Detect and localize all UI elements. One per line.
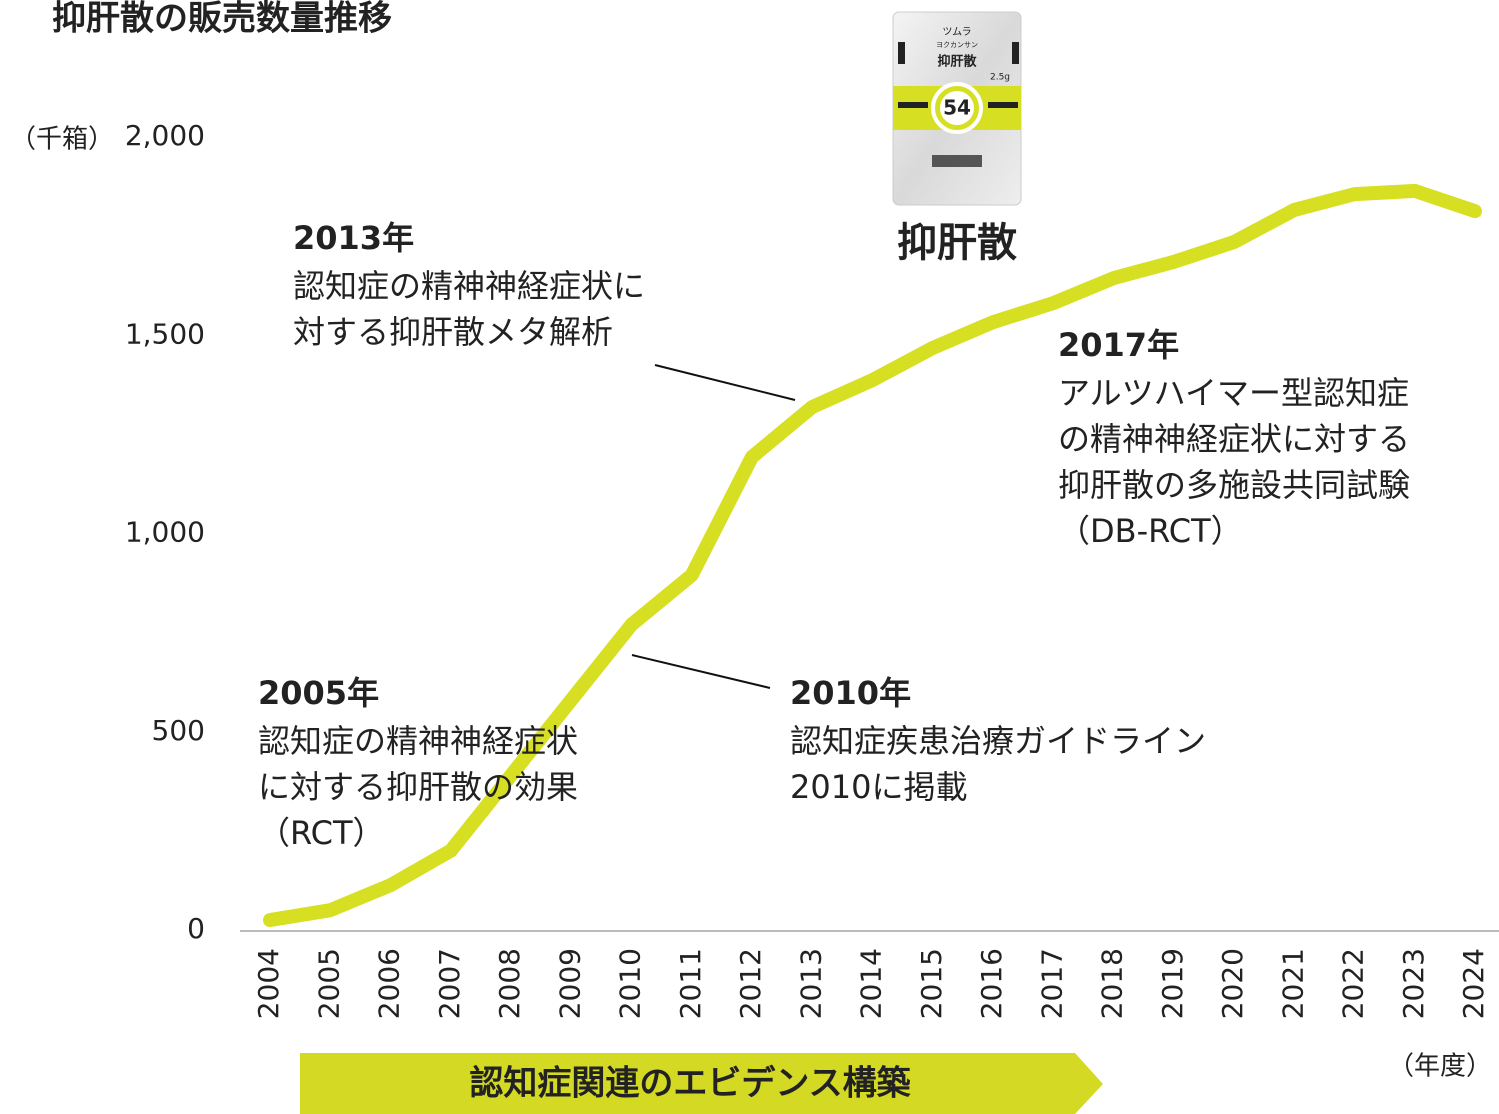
chart-title: 抑肝散の販売数量推移 [52,0,392,39]
y-tick-label: 0 [187,912,205,945]
leader-line [654,364,796,401]
annotation-text: （DB-RCT） [1058,512,1243,550]
package-dose: 2.5g [990,73,1010,83]
y-unit: （千箱） [10,125,114,155]
x-tick-label: 2021 [1276,948,1309,1019]
x-tick-label: 2024 [1457,948,1490,1019]
x-tick-label: 2007 [433,948,466,1019]
y-tick-label: 500 [152,714,205,747]
x-tick-label: 2008 [493,948,526,1019]
x-tick-label: 2013 [794,948,827,1019]
package-number: 54 [943,96,971,120]
y-tick-label: 1,500 [125,317,205,350]
annotation-year: 2005年 [258,674,379,712]
annotation-text: の精神神経症状に対する [1058,420,1410,458]
x-tick-label: 2020 [1216,948,1249,1019]
x-tick-label: 2011 [674,948,707,1019]
product-package: ツムラ ヨクカンサン 抑肝散 2.5g 54 [892,11,1022,206]
x-tick-label: 2010 [614,948,647,1019]
annotation-text: 抑肝散の多施設共同試験 [1058,466,1410,504]
x-tick-label: 2004 [252,948,285,1019]
x-tick-label: 2012 [734,948,767,1019]
x-tick-label: 2019 [1156,948,1189,1019]
package-maker: ツムラ [942,26,971,38]
y-tick-label: 2,000 [125,119,205,152]
x-tick-label: 2016 [975,948,1008,1019]
annotation-year: 2010年 [790,674,911,712]
banner-arrow [300,1053,1103,1114]
x-tick-label: 2017 [1035,948,1068,1019]
leader-line [631,654,771,689]
product-label: 抑肝散 [897,220,1017,266]
x-tick-label: 2009 [553,948,586,1019]
y-tick-label: 1,000 [125,516,205,549]
x-tick-label: 2006 [373,948,406,1019]
annotation-text: アルツハイマー型認知症 [1058,374,1409,412]
annotation-year: 2013年 [293,219,414,257]
x-tick-label: 2022 [1337,948,1370,1019]
annotation-text: 認知症の精神神経症状 [258,722,578,760]
x-tick-label: 2015 [915,948,948,1019]
annotation-text: に対する抑肝散の効果 [258,768,578,806]
x-tick-label: 2014 [855,948,888,1019]
annotation-text: 認知症疾患治療ガイドライン [790,722,1206,760]
x-tick-label: 2005 [312,948,345,1019]
x-tick-label: 2023 [1397,948,1430,1019]
annotation-text: （RCT） [258,814,385,852]
annotation-text: 2010に掲載 [790,768,967,806]
annotation-text: 認知症の精神神経症状に [293,267,645,305]
banner-text: 認知症関連のエビデンス構築 [469,1064,911,1104]
data-line [263,183,1482,928]
package-reading: ヨクカンサン [936,41,978,49]
annotation-year: 2017年 [1058,326,1179,364]
x-tick-label: 2018 [1096,948,1129,1019]
x-unit: （年度） [1388,1052,1492,1082]
annotation-text: 対する抑肝散メタ解析 [293,313,613,351]
package-name: 抑肝散 [937,54,977,70]
